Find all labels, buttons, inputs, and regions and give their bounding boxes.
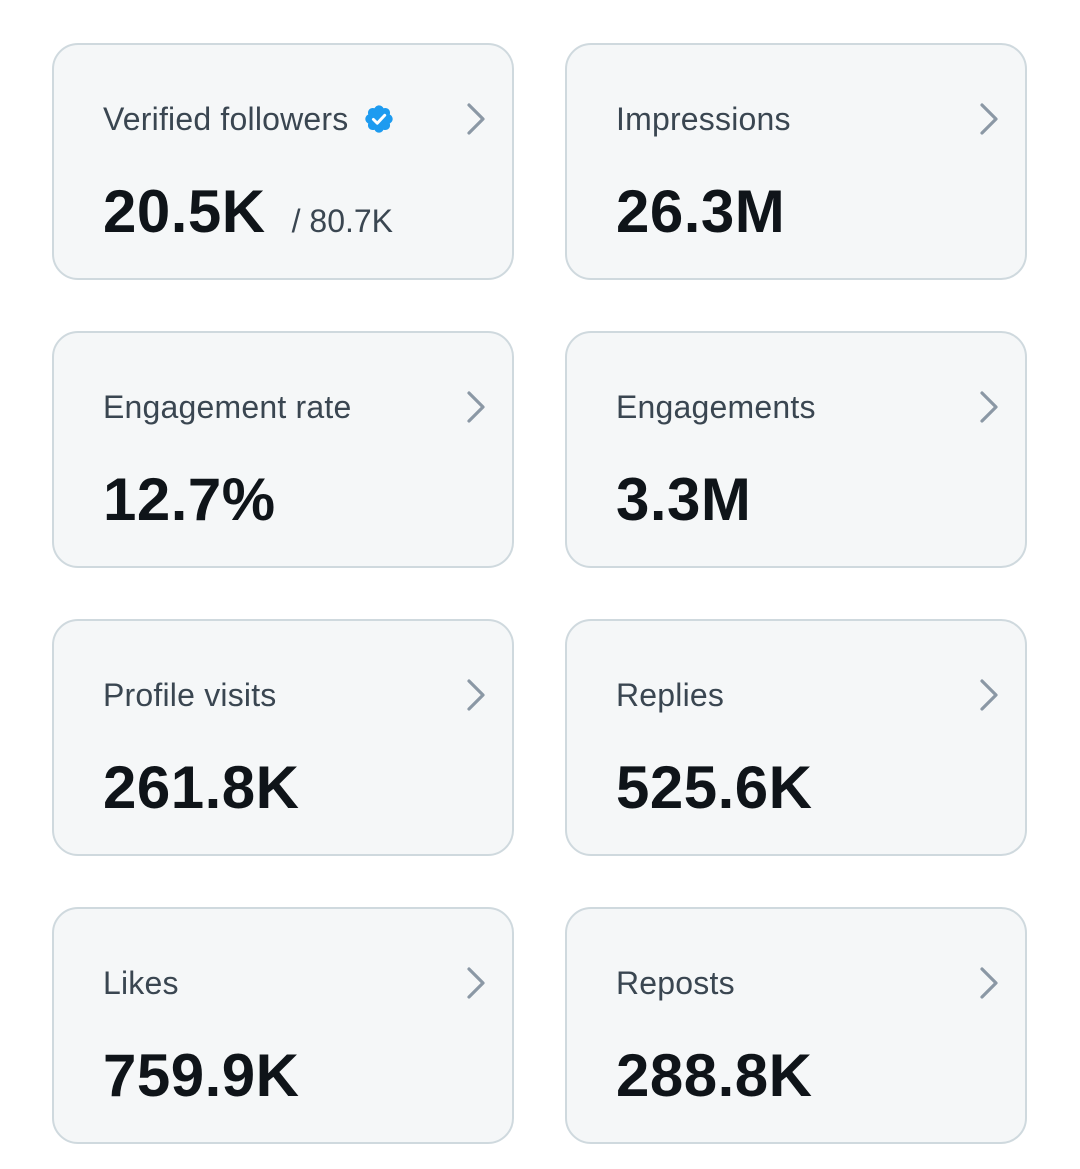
- metric-value-row: 288.8K: [616, 1041, 812, 1110]
- metric-card-engagement-rate[interactable]: Engagement rate 12.7%: [52, 331, 514, 568]
- metric-label: Engagements: [616, 388, 816, 425]
- metric-card-impressions[interactable]: Impressions 26.3M: [565, 43, 1027, 280]
- metric-value-row: 20.5K / 80.7K: [103, 177, 393, 246]
- metric-label: Likes: [103, 964, 179, 1001]
- metric-value: 759.9K: [103, 1042, 300, 1109]
- metric-card-replies[interactable]: Replies 525.6K: [565, 619, 1027, 856]
- metric-label-row: Engagements: [616, 385, 816, 429]
- metric-value: 26.3M: [616, 178, 786, 245]
- chevron-right-icon[interactable]: [975, 965, 1003, 1001]
- metric-value-row: 12.7%: [103, 465, 276, 534]
- metric-value: 288.8K: [616, 1042, 813, 1109]
- metric-value: 261.8K: [103, 754, 300, 821]
- metric-label: Verified followers: [103, 100, 349, 137]
- chevron-right-icon[interactable]: [975, 677, 1003, 713]
- metric-value-row: 26.3M: [616, 177, 785, 246]
- metric-label: Replies: [616, 676, 725, 713]
- metric-value-row: 759.9K: [103, 1041, 299, 1110]
- metric-label-row: Impressions: [616, 97, 791, 141]
- metric-label: Impressions: [616, 100, 791, 137]
- metric-label-row: Profile visits: [103, 673, 277, 717]
- metric-value: 12.7%: [103, 466, 276, 533]
- metric-value: 525.6K: [616, 754, 813, 821]
- metric-card-likes[interactable]: Likes 759.9K: [52, 907, 514, 1144]
- metric-card-engagements[interactable]: Engagements 3.3M: [565, 331, 1027, 568]
- chevron-right-icon[interactable]: [975, 389, 1003, 425]
- metric-label-row: Verified followers: [103, 97, 395, 141]
- metric-total: / 80.7K: [291, 203, 394, 239]
- metrics-grid: Verified followers 20.5K / 80.7K Impress…: [52, 43, 1027, 1144]
- metric-label-row: Replies: [616, 673, 724, 717]
- metric-value: 3.3M: [616, 466, 752, 533]
- metric-label-row: Engagement rate: [103, 385, 352, 429]
- chevron-right-icon[interactable]: [462, 677, 490, 713]
- metric-value-row: 261.8K: [103, 753, 299, 822]
- chevron-right-icon[interactable]: [462, 965, 490, 1001]
- chevron-right-icon[interactable]: [462, 389, 490, 425]
- chevron-right-icon[interactable]: [975, 101, 1003, 137]
- metric-label-row: Reposts: [616, 961, 735, 1005]
- verified-badge-icon: [363, 103, 395, 135]
- metric-label-row: Likes: [103, 961, 179, 1005]
- metric-label: Engagement rate: [103, 388, 352, 425]
- metric-card-reposts[interactable]: Reposts 288.8K: [565, 907, 1027, 1144]
- chevron-right-icon[interactable]: [462, 101, 490, 137]
- metric-value-row: 3.3M: [616, 465, 751, 534]
- metric-card-profile-visits[interactable]: Profile visits 261.8K: [52, 619, 514, 856]
- metric-value: 20.5K: [103, 178, 266, 245]
- metric-value-row: 525.6K: [616, 753, 812, 822]
- metric-label: Reposts: [616, 964, 735, 1001]
- metric-card-verified-followers[interactable]: Verified followers 20.5K / 80.7K: [52, 43, 514, 280]
- metric-label: Profile visits: [103, 676, 277, 713]
